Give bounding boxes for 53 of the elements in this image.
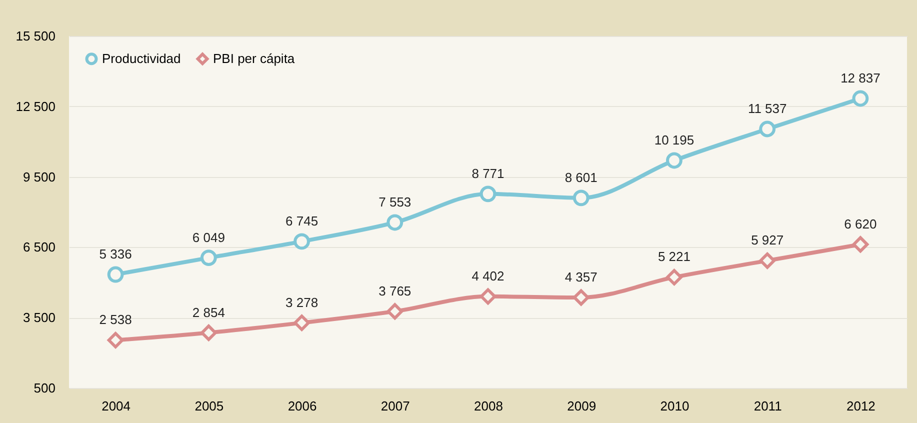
data-label: 5 221 (658, 249, 690, 264)
data-label: 10 195 (654, 132, 694, 148)
x-tick-label: 2005 (194, 398, 224, 414)
x-tick-label: 2009 (567, 398, 596, 414)
legend-label: PBI per cápita (213, 50, 296, 66)
y-tick-label: 3 500 (22, 310, 56, 326)
data-label: 6 049 (192, 230, 225, 245)
point (759, 252, 776, 269)
x-tick-label: 2010 (660, 398, 690, 414)
point (572, 190, 590, 206)
y-tick-label: 12 500 (16, 98, 56, 114)
x-tick-label: 2006 (288, 398, 317, 414)
x-tick-label: 2004 (102, 398, 131, 414)
data-label: 3 765 (378, 283, 412, 298)
point (572, 289, 590, 306)
legend-label: Productividad (102, 50, 181, 66)
y-tick-label: 15 500 (16, 28, 56, 44)
data-label: 4 402 (472, 268, 504, 284)
data-label: 11 537 (748, 101, 787, 116)
data-label: 12 837 (840, 70, 880, 86)
data-label: 8 601 (564, 170, 598, 185)
point (200, 250, 217, 266)
y-tick-label: 6 500 (22, 240, 56, 255)
point (107, 332, 124, 348)
data-label: 7 553 (378, 194, 412, 210)
data-label: 6 745 (286, 213, 318, 228)
point (386, 214, 404, 231)
point (666, 269, 682, 286)
point (107, 266, 124, 283)
data-label: 6 620 (844, 216, 877, 232)
point (386, 303, 404, 320)
point (852, 236, 869, 253)
point (294, 233, 310, 250)
x-tick-label: 2012 (846, 398, 876, 414)
x-tick-label: 2011 (754, 398, 782, 414)
point (666, 152, 682, 169)
data-label: 8 771 (472, 166, 504, 181)
data-label: 2 538 (99, 312, 132, 328)
x-tick-label: 2007 (380, 398, 410, 414)
point (480, 186, 496, 202)
point (294, 314, 310, 332)
data-label: 5 336 (99, 246, 132, 262)
point (480, 288, 496, 305)
y-tick-label: 9 500 (22, 169, 56, 184)
y-tick-label: 500 (34, 380, 56, 396)
data-label: 3 278 (286, 294, 318, 310)
point (200, 324, 217, 341)
data-label: 2 854 (192, 304, 225, 320)
point (759, 120, 776, 138)
point (852, 90, 869, 107)
data-label: 5 927 (751, 232, 784, 248)
x-tick-label: 2008 (474, 398, 503, 414)
data-label: 4 357 (564, 269, 598, 284)
